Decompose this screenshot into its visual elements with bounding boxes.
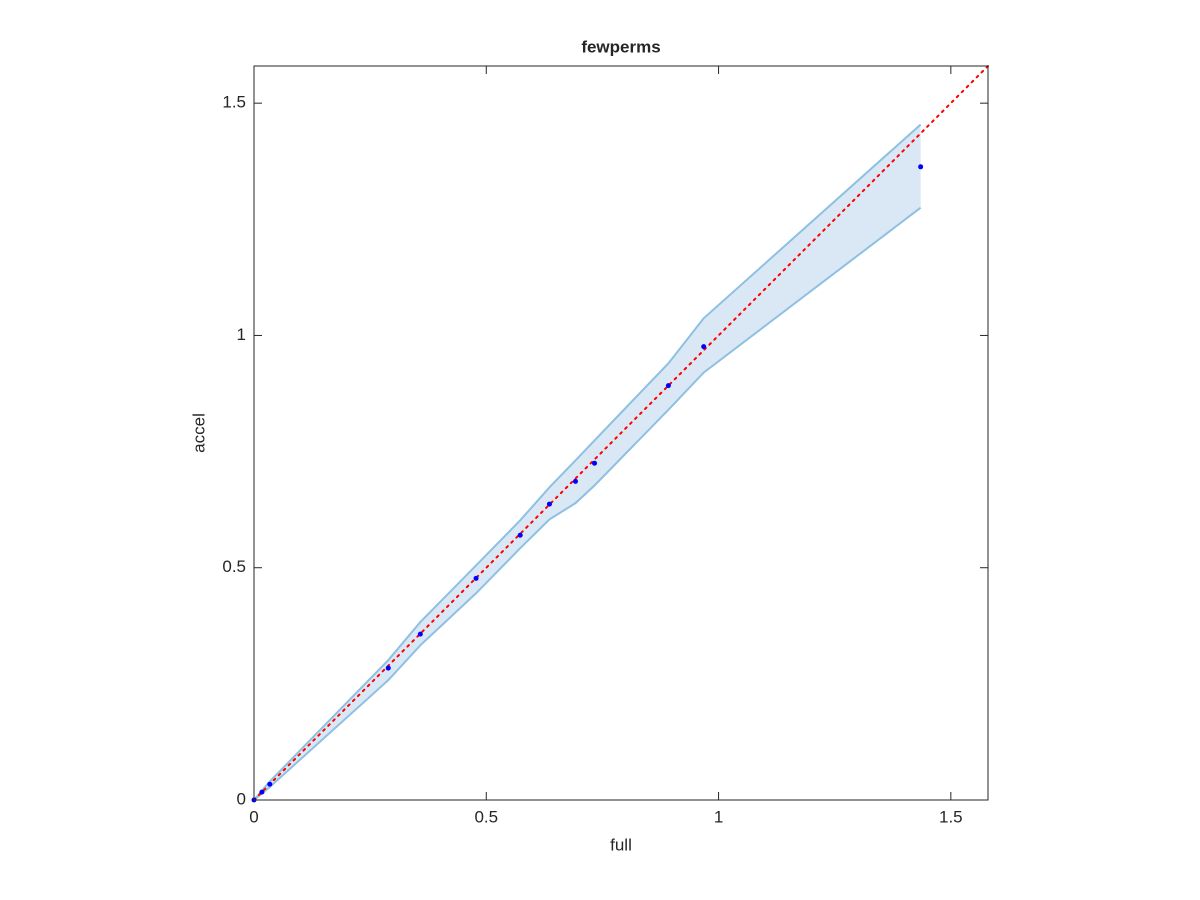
point [417, 631, 423, 637]
point [592, 460, 598, 466]
point [267, 781, 273, 787]
y-axis-label: accel [189, 413, 208, 453]
x-tick-label: 1.5 [939, 807, 963, 826]
x-tick-label: 0.5 [474, 807, 498, 826]
point [572, 478, 578, 484]
band-upper [253, 123, 922, 801]
y-tick-label: 0.5 [222, 557, 246, 576]
band-lower [253, 206, 922, 801]
point [546, 501, 552, 507]
point [665, 383, 671, 389]
y-tick-label: 1.5 [222, 93, 246, 112]
y-tick-label: 0 [237, 789, 246, 808]
band-fill [254, 124, 921, 800]
point [517, 532, 523, 538]
point [259, 789, 265, 795]
x-axis-label: full [610, 835, 632, 854]
plot-frame [253, 65, 989, 801]
chart-title: fewperms [581, 37, 660, 56]
x-tick-label: 0 [249, 807, 258, 826]
y-tick-label: 1 [237, 325, 246, 344]
point [918, 164, 924, 170]
point [473, 575, 479, 581]
point [385, 665, 391, 671]
x-tick-label: 1 [714, 807, 723, 826]
reference-line [253, 65, 989, 801]
point [701, 344, 707, 350]
